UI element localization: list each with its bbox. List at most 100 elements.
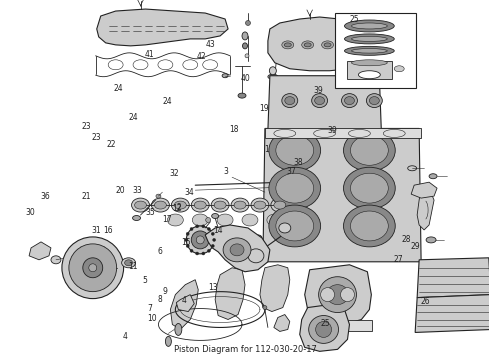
Text: 37: 37 <box>287 167 296 176</box>
Text: 39: 39 <box>313 86 323 95</box>
Text: 20: 20 <box>116 186 125 195</box>
Ellipse shape <box>318 277 356 312</box>
Ellipse shape <box>222 74 228 78</box>
Ellipse shape <box>358 71 380 79</box>
Ellipse shape <box>69 244 117 292</box>
Ellipse shape <box>175 324 182 336</box>
Ellipse shape <box>276 173 314 203</box>
Ellipse shape <box>426 237 436 243</box>
Ellipse shape <box>342 94 357 108</box>
Ellipse shape <box>211 198 229 212</box>
Ellipse shape <box>245 21 250 26</box>
Ellipse shape <box>62 237 123 298</box>
Ellipse shape <box>238 93 246 98</box>
Text: 24: 24 <box>128 113 138 122</box>
Text: 25: 25 <box>320 319 330 328</box>
Ellipse shape <box>51 256 61 264</box>
Text: 4: 4 <box>182 296 187 305</box>
Polygon shape <box>176 294 194 311</box>
Ellipse shape <box>245 54 249 58</box>
Ellipse shape <box>269 205 320 247</box>
Ellipse shape <box>133 216 141 220</box>
Ellipse shape <box>254 235 262 241</box>
Ellipse shape <box>343 130 395 171</box>
Ellipse shape <box>192 214 208 226</box>
Ellipse shape <box>211 232 214 235</box>
Ellipse shape <box>344 43 351 47</box>
Ellipse shape <box>282 41 294 49</box>
Ellipse shape <box>166 336 171 346</box>
Ellipse shape <box>207 249 210 252</box>
Ellipse shape <box>344 46 394 55</box>
Ellipse shape <box>196 236 204 244</box>
Ellipse shape <box>343 205 395 247</box>
Bar <box>335 13 416 88</box>
Ellipse shape <box>248 249 264 263</box>
Ellipse shape <box>186 244 189 247</box>
Ellipse shape <box>202 252 205 255</box>
Text: 32: 32 <box>170 168 179 177</box>
Ellipse shape <box>89 264 97 272</box>
Ellipse shape <box>207 228 210 230</box>
Polygon shape <box>417 188 434 230</box>
Ellipse shape <box>304 43 311 47</box>
Ellipse shape <box>350 173 388 203</box>
Text: 36: 36 <box>40 192 50 201</box>
Text: 1: 1 <box>265 145 270 154</box>
Ellipse shape <box>251 198 269 212</box>
Ellipse shape <box>174 201 186 209</box>
Text: 2: 2 <box>177 203 182 212</box>
Ellipse shape <box>274 201 286 209</box>
Ellipse shape <box>282 94 298 108</box>
Text: 29: 29 <box>411 242 420 251</box>
Ellipse shape <box>222 237 228 243</box>
Ellipse shape <box>351 23 387 29</box>
Ellipse shape <box>196 252 198 255</box>
Polygon shape <box>268 76 381 130</box>
Text: 18: 18 <box>229 125 239 134</box>
Ellipse shape <box>196 225 198 228</box>
Text: 23: 23 <box>82 122 91 131</box>
Text: 19: 19 <box>260 104 270 113</box>
Text: 7: 7 <box>147 304 152 313</box>
Ellipse shape <box>206 217 211 222</box>
Polygon shape <box>260 265 290 311</box>
Ellipse shape <box>369 96 379 104</box>
Ellipse shape <box>271 198 289 212</box>
Ellipse shape <box>234 201 246 209</box>
Ellipse shape <box>151 198 170 212</box>
Ellipse shape <box>202 225 205 228</box>
Text: 26: 26 <box>420 297 430 306</box>
Text: 33: 33 <box>133 186 143 195</box>
Ellipse shape <box>122 258 136 268</box>
Ellipse shape <box>214 201 226 209</box>
Ellipse shape <box>351 60 387 66</box>
Polygon shape <box>263 129 421 262</box>
Ellipse shape <box>243 43 247 49</box>
Ellipse shape <box>269 130 320 171</box>
Ellipse shape <box>242 214 258 226</box>
Polygon shape <box>300 305 349 351</box>
Text: Piston Diagram for 112-030-20-17: Piston Diagram for 112-030-20-17 <box>173 345 317 354</box>
Ellipse shape <box>156 194 161 198</box>
Ellipse shape <box>285 96 295 104</box>
Ellipse shape <box>190 249 193 252</box>
Ellipse shape <box>83 258 103 278</box>
Ellipse shape <box>223 238 251 262</box>
Ellipse shape <box>343 167 395 209</box>
Text: 5: 5 <box>143 276 147 285</box>
Ellipse shape <box>191 198 209 212</box>
Text: 13: 13 <box>209 283 218 292</box>
Ellipse shape <box>154 201 167 209</box>
Ellipse shape <box>276 135 314 165</box>
Polygon shape <box>305 265 371 324</box>
Text: 30: 30 <box>25 208 35 217</box>
Text: 31: 31 <box>92 226 101 235</box>
Ellipse shape <box>367 94 382 108</box>
Text: 10: 10 <box>147 314 157 323</box>
Text: 9: 9 <box>162 287 167 296</box>
Ellipse shape <box>394 66 404 72</box>
Polygon shape <box>97 9 228 46</box>
Text: 35: 35 <box>145 208 155 217</box>
Ellipse shape <box>302 41 314 49</box>
